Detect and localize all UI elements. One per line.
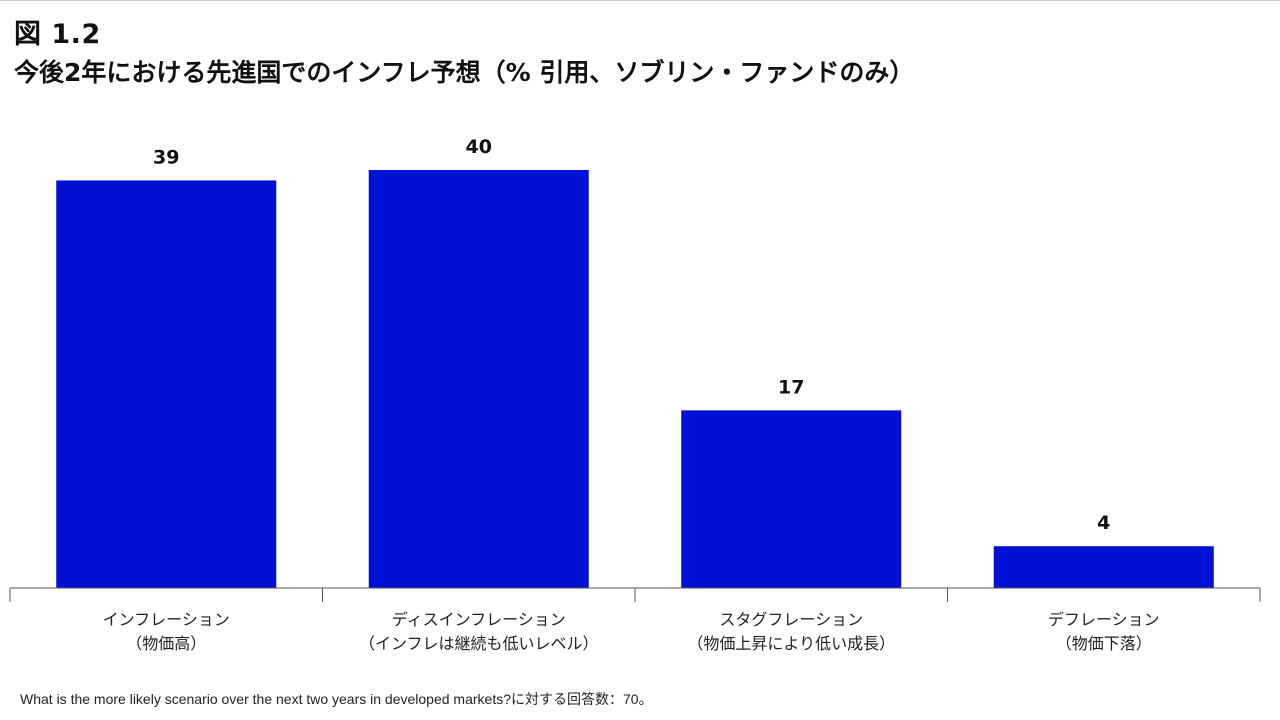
data-label: 4 bbox=[1097, 512, 1110, 534]
category-tick-label: （物価下落） bbox=[1056, 634, 1152, 653]
bar-chart: 39 インフレーション （物価高） 40 ディスインフレーション （インフレは継続も低いレ… bbox=[9, 136, 1261, 653]
bars-layer bbox=[56, 170, 1214, 588]
labels-layer: 39 インフレーション （物価高） 40 ディスインフレーション （インフレは継続も低いレ… bbox=[103, 136, 1160, 653]
top-rule bbox=[0, 0, 1280, 1]
bar bbox=[368, 170, 589, 588]
figure-label: 図 1.2 bbox=[14, 19, 101, 50]
chart-title: 今後2年における先進国でのインフレ予想（% 引用、ソブリン・ファンドのみ） bbox=[14, 58, 915, 87]
footnote: What is the more likely scenario over th… bbox=[20, 691, 653, 707]
data-label: 17 bbox=[778, 376, 804, 398]
category-tick-label: インフレーション bbox=[103, 610, 230, 629]
category-tick-label: （インフレは継続も低いレベル） bbox=[359, 634, 599, 653]
bar bbox=[993, 546, 1214, 588]
x-axis bbox=[9, 587, 1261, 602]
category-tick-label: ディスインフレーション bbox=[392, 610, 566, 629]
category-tick-label: スタグフレーション bbox=[719, 610, 863, 629]
category-tick-label: デフレーション bbox=[1048, 610, 1160, 629]
category-tick-label: （物価上昇により低い成長） bbox=[687, 634, 895, 653]
data-label: 39 bbox=[153, 146, 179, 168]
bar bbox=[681, 410, 902, 588]
bar bbox=[56, 180, 277, 588]
data-label: 40 bbox=[466, 136, 492, 158]
category-tick-label: （物価高） bbox=[126, 634, 206, 653]
